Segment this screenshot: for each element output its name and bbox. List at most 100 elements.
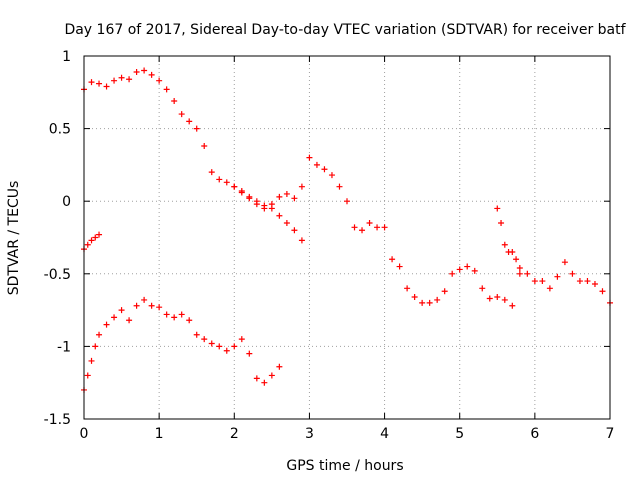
data-point [516, 264, 523, 271]
data-point [276, 193, 283, 200]
data-point [486, 295, 493, 302]
y-tick-label: -1.5 [44, 412, 71, 428]
data-points [81, 67, 613, 393]
data-point [298, 237, 305, 244]
data-point [291, 227, 298, 234]
x-tick-label: 6 [530, 426, 539, 442]
data-point [434, 296, 441, 303]
data-point [479, 285, 486, 292]
data-point [141, 67, 148, 74]
data-point [178, 111, 185, 118]
data-point [92, 343, 99, 350]
data-point [261, 205, 268, 212]
data-point [96, 231, 103, 238]
data-point [554, 273, 561, 280]
x-tick-label: 7 [606, 426, 615, 442]
data-point [426, 299, 433, 306]
x-tick-label: 2 [230, 426, 239, 442]
data-point [193, 125, 200, 132]
chart-title: Day 167 of 2017, Sidereal Day-to-day VTE… [64, 22, 626, 38]
data-point [186, 118, 193, 125]
data-point [126, 76, 133, 83]
y-tick-label: -1 [57, 339, 71, 355]
data-point [84, 241, 91, 248]
data-point [193, 331, 200, 338]
data-point [456, 266, 463, 273]
y-tick-label: 1 [62, 49, 71, 65]
y-tick-label: 0.5 [49, 122, 71, 138]
data-point [223, 347, 230, 354]
data-point [163, 311, 170, 318]
data-point [163, 86, 170, 93]
data-point [216, 176, 223, 183]
data-point [404, 285, 411, 292]
y-tick-label: 0 [62, 194, 71, 210]
data-point [103, 83, 110, 90]
data-point [351, 224, 358, 231]
data-point [498, 219, 505, 226]
data-point [531, 278, 538, 285]
data-point [178, 311, 185, 318]
data-point [381, 224, 388, 231]
data-point [584, 278, 591, 285]
data-point [96, 80, 103, 87]
data-point [141, 296, 148, 303]
data-point [513, 256, 520, 263]
data-point [88, 237, 95, 244]
data-point [148, 302, 155, 309]
data-point [268, 201, 275, 208]
data-point [208, 340, 215, 347]
data-point [238, 336, 245, 343]
data-point [576, 278, 583, 285]
plot-frame [83, 55, 611, 420]
data-point [118, 307, 125, 314]
data-point [374, 224, 381, 231]
data-point [546, 285, 553, 292]
data-point [509, 302, 516, 309]
x-tick-label: 0 [80, 426, 89, 442]
data-point [201, 143, 208, 150]
data-point [283, 190, 290, 197]
data-point [171, 98, 178, 105]
x-tick-label: 5 [455, 426, 464, 442]
data-point [84, 372, 91, 379]
data-point [396, 263, 403, 270]
data-point [441, 288, 448, 295]
data-point [246, 195, 253, 202]
data-point [464, 263, 471, 270]
data-point [246, 350, 253, 357]
data-point [216, 343, 223, 350]
data-point [253, 201, 260, 208]
data-point [471, 267, 478, 274]
data-point [156, 77, 163, 84]
data-point [321, 166, 328, 173]
data-point [223, 179, 230, 186]
data-point [524, 270, 531, 277]
x-tick-label: 4 [380, 426, 389, 442]
data-point [411, 294, 418, 301]
y-tick-label: -0.5 [44, 267, 71, 283]
data-point [419, 299, 426, 306]
data-point [449, 270, 456, 277]
data-point [238, 189, 245, 196]
data-point [96, 331, 103, 338]
data-point [253, 375, 260, 382]
data-point [389, 256, 396, 263]
data-point [569, 270, 576, 277]
data-point [201, 336, 208, 343]
data-point [298, 183, 305, 190]
data-point [283, 219, 290, 226]
data-point [291, 195, 298, 202]
data-point [88, 357, 95, 364]
data-point [359, 227, 366, 234]
data-point [133, 68, 140, 75]
data-point [111, 77, 118, 84]
data-point [231, 343, 238, 350]
data-point [494, 205, 501, 212]
data-point [268, 372, 275, 379]
data-point [276, 212, 283, 219]
grid [84, 56, 610, 419]
data-point [126, 317, 133, 324]
data-point [561, 259, 568, 266]
